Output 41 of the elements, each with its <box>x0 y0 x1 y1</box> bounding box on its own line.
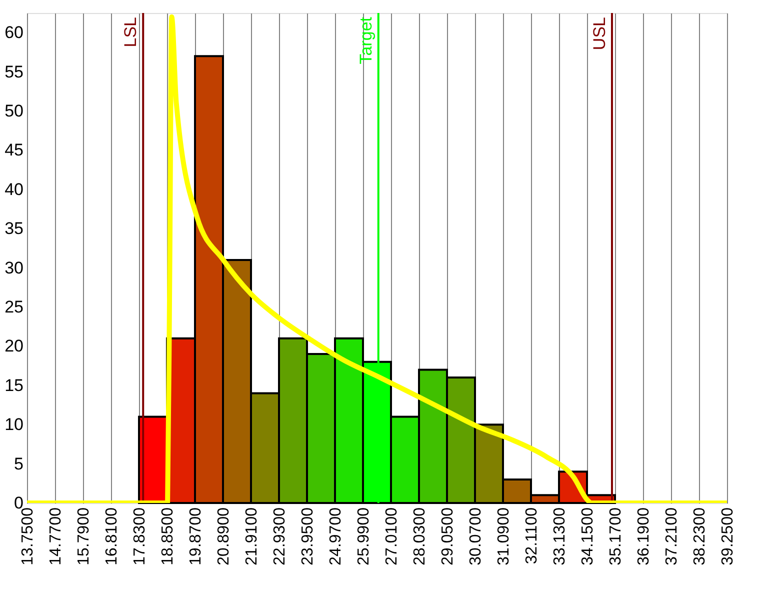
y-tick-label: 35 <box>4 219 24 238</box>
x-tick-label: 32.1100 <box>524 507 540 564</box>
ref-line-label: LSL <box>121 17 140 48</box>
y-tick-label: 20 <box>4 336 24 356</box>
x-tick-label: 31.0900 <box>496 507 512 566</box>
x-tick-label: 33.1300 <box>552 507 568 566</box>
x-tick-label: 35.1700 <box>608 507 624 566</box>
y-tick-label: 40 <box>4 180 24 199</box>
x-tick-label: 29.0500 <box>440 507 456 566</box>
x-tick-label: 18.8500 <box>160 507 176 566</box>
x-tick-label: 16.8100 <box>104 507 120 566</box>
y-tick-label: 15 <box>4 376 24 395</box>
x-tick-label: 19.8700 <box>188 507 204 566</box>
x-tick-label: 22.9300 <box>272 507 288 566</box>
y-tick-label: 50 <box>4 102 24 120</box>
y-tick-label: 45 <box>4 140 24 160</box>
x-tick-label: 25.9900 <box>356 507 372 566</box>
x-tick-label: 23.9500 <box>300 507 316 566</box>
x-tick-label: 28.0300 <box>412 507 428 566</box>
x-tick-label: 34.1500 <box>580 507 596 566</box>
y-tick-label: 60 <box>4 23 24 42</box>
y-tick-label: 55 <box>4 62 24 82</box>
x-tick-label: 38.2300 <box>692 507 708 566</box>
x-tick-label: 14.7700 <box>48 507 64 566</box>
x-tick-label: 17.8300 <box>132 507 148 566</box>
x-tick-label: 36.1900 <box>636 507 652 566</box>
y-tick-label: 5 <box>14 454 24 474</box>
x-tick-label: 37.2100 <box>664 507 680 566</box>
y-tick-label: 10 <box>4 415 24 434</box>
x-tick-label: 27.0100 <box>384 507 400 566</box>
x-tick-label: 21.9100 <box>244 507 260 566</box>
x-tick-label: 15.7900 <box>76 507 92 566</box>
x-tick-label: 24.9700 <box>328 507 344 566</box>
y-tick-label: 30 <box>4 258 24 278</box>
ref-line-label: Target <box>356 16 376 64</box>
ref-line-label: USL <box>590 17 609 50</box>
x-tick-label: 30.0700 <box>468 507 484 566</box>
x-tick-label: 20.8900 <box>216 507 232 566</box>
x-tick-label: 13.7500 <box>20 507 36 566</box>
y-tick-label: 25 <box>4 298 24 316</box>
x-tick-label: 39.2500 <box>720 507 736 566</box>
